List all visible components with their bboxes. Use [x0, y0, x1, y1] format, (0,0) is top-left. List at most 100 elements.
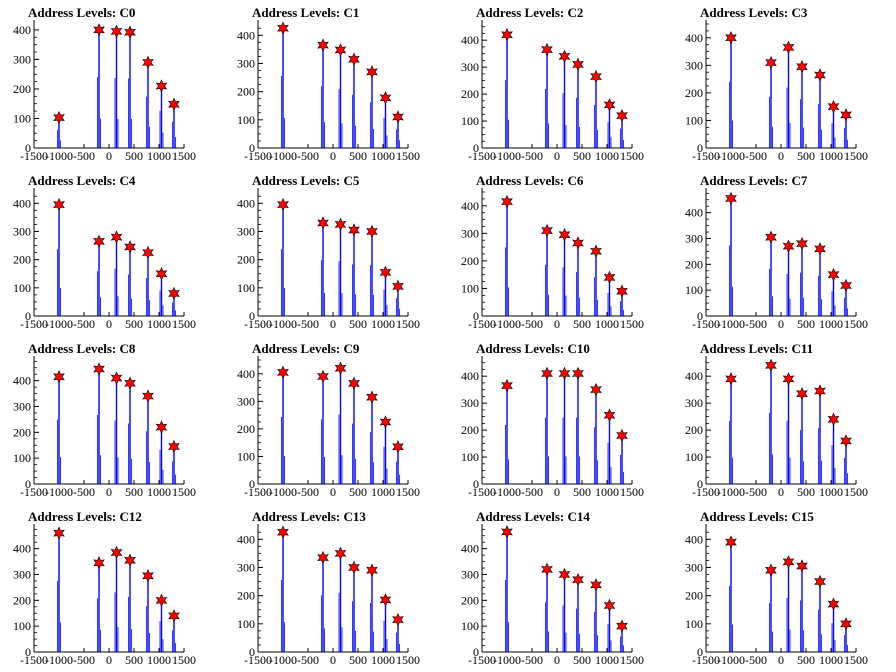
peak-marker: [603, 408, 616, 423]
chart-plot: 0 100 200 300 400 -1500-1000 -500 0 500 1000 1500: [237, 356, 420, 499]
x-tick-label: -500: [745, 317, 767, 331]
peak-marker: [366, 563, 378, 578]
x-tick-label: 1500: [396, 485, 420, 499]
chart-plot: 0 100 200 300 400 -1500-1000 -500 0 500 1000 1500: [461, 356, 644, 499]
y-tick-label: 100: [685, 450, 703, 464]
peak-marker: [155, 420, 168, 434]
chart-panel: Address Levels: C1 0 100 200 300 400 -1500 -100…: [224, 5, 448, 166]
chart-panel: Address Levels: C6 0 100 200 300 400 -1500 -100…: [448, 173, 672, 334]
chart-panel: Address Levels: C4 0 100 200 300 400 -1500 -100…: [0, 173, 224, 334]
y-tick-label: 400: [461, 369, 479, 383]
peak-marker: [725, 191, 737, 206]
peak-marker: [277, 525, 289, 539]
x-tick-label: -500: [297, 485, 319, 499]
y-tick-label: 200: [13, 82, 31, 96]
peak-marker: [796, 386, 808, 401]
peak-marker: [590, 244, 602, 258]
y-tick-label: 400: [685, 31, 703, 45]
peak-marker: [277, 21, 289, 35]
peak-marker: [814, 68, 826, 82]
peak-marker: [155, 593, 168, 608]
peak-marker: [53, 110, 65, 125]
x-tick-label: -1500: [244, 149, 272, 163]
y-tick-label: 200: [461, 423, 479, 437]
chart-panel: Address Levels: C2 0 100 200 300 400 -1500 -100…: [448, 5, 672, 166]
peak-marker: [590, 382, 602, 397]
chart-title: Address Levels: C5: [252, 173, 360, 188]
chart-title: Address Levels: C9: [252, 341, 360, 356]
y-tick-label: 0: [473, 477, 479, 491]
y-tick-label: 300: [461, 60, 479, 74]
y-tick-label: 300: [685, 232, 703, 246]
x-tick-label: -500: [745, 149, 767, 163]
y-tick-label: 400: [461, 33, 479, 47]
peak-marker: [379, 91, 392, 105]
x-tick-label: 1500: [396, 653, 420, 667]
x-tick-label: -1500: [468, 317, 496, 331]
x-tick-label: 500: [797, 149, 815, 163]
chart-plot: 0 100 200 300 400 -1500-1000 -500 0 500 1000 1500: [237, 20, 420, 163]
y-tick-label: 100: [237, 617, 255, 631]
peak-marker: [558, 49, 571, 64]
y-tick-label: 100: [13, 619, 31, 633]
x-tick-label: -500: [297, 653, 319, 667]
peak-marker: [782, 239, 795, 253]
chart-plot: 0 100 200 300 400 -1500-1000 -500 0 500 1000 1500: [685, 356, 868, 499]
y-tick-label: 100: [685, 283, 703, 297]
peak-marker: [558, 227, 571, 242]
peak-marker: [782, 372, 795, 386]
y-tick-label: 300: [237, 224, 255, 238]
y-tick-label: 300: [237, 560, 255, 574]
peak-marker: [142, 55, 154, 70]
peak-marker: [603, 270, 616, 285]
x-tick-label: 0: [554, 485, 560, 499]
y-tick-label: 200: [685, 257, 703, 271]
peak-marker: [796, 559, 808, 573]
x-tick-label: -1000: [717, 485, 745, 499]
x-tick-label: -1000: [717, 149, 745, 163]
chart-title: Address Levels: C6: [476, 173, 584, 188]
peak-marker: [392, 612, 404, 627]
x-tick-label: 1000: [371, 653, 395, 667]
y-tick-label: 400: [13, 542, 31, 556]
x-tick-label: 0: [554, 149, 560, 163]
peak-marker: [541, 223, 553, 238]
x-tick-label: -1500: [468, 485, 496, 499]
chart-plot: 0 100 200 300 400 -1500-1000 -500 0 500 1000 1500: [13, 20, 196, 163]
x-tick-label: 0: [106, 653, 112, 667]
chart-title: Address Levels: C13: [252, 509, 366, 524]
x-tick-label: 500: [573, 485, 591, 499]
peak-marker: [348, 560, 360, 575]
x-tick-label: 500: [797, 317, 815, 331]
x-tick-label: 1500: [620, 653, 644, 667]
x-tick-label: 0: [778, 149, 784, 163]
peak-marker: [603, 598, 616, 613]
peak-marker: [124, 376, 136, 390]
peak-marker: [334, 217, 347, 232]
x-tick-label: 0: [778, 485, 784, 499]
peak-marker: [572, 57, 584, 72]
y-tick-label: 100: [13, 111, 31, 125]
chart-title: Address Levels: C14: [476, 509, 590, 524]
peak-marker: [334, 43, 347, 57]
y-tick-label: 200: [237, 253, 255, 267]
y-tick-label: 400: [237, 28, 255, 42]
chart-plot: 0 100 200 300 400 -1500-1000 -500 0 500 1000 1500: [461, 188, 644, 331]
peak-marker: [782, 555, 795, 569]
peak-marker: [616, 619, 628, 633]
y-tick-label: 300: [461, 396, 479, 410]
peak-marker: [603, 98, 616, 112]
x-tick-label: -1000: [45, 653, 73, 667]
peak-marker: [827, 267, 840, 282]
peak-marker: [796, 236, 808, 251]
peak-marker: [366, 390, 378, 404]
peak-marker: [616, 108, 628, 123]
x-tick-label: 1000: [371, 149, 395, 163]
chart-title: Address Levels: C11: [700, 341, 814, 356]
y-tick-label: 400: [13, 374, 31, 388]
peak-marker: [840, 617, 852, 631]
y-tick-label: 100: [461, 619, 479, 633]
y-tick-label: 100: [237, 113, 255, 127]
peak-marker: [765, 563, 777, 578]
y-tick-label: 400: [685, 532, 703, 546]
